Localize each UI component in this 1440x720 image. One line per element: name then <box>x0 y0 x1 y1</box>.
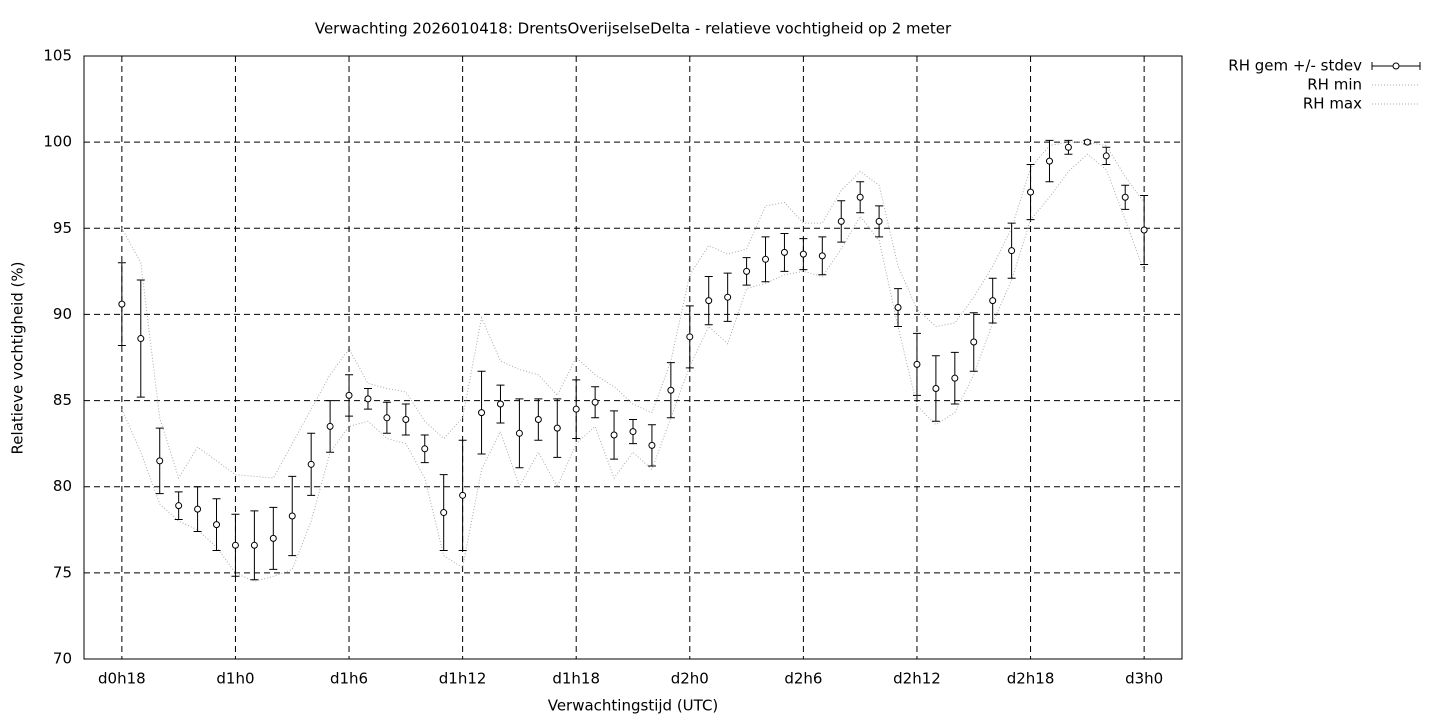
data-point <box>269 534 277 542</box>
data-point <box>932 385 940 393</box>
data-point <box>1140 226 1148 234</box>
data-point <box>459 491 467 499</box>
y-tick-label: 95 <box>53 219 72 237</box>
data-point <box>610 431 618 439</box>
data-point <box>913 360 921 368</box>
data-point <box>118 300 126 308</box>
legend-label: RH max <box>1303 95 1362 113</box>
data-point <box>1102 152 1110 160</box>
data-point <box>307 460 315 468</box>
data-point <box>989 297 997 305</box>
y-tick-label: 100 <box>43 133 72 151</box>
x-axis-label: Verwachtingstijd (UTC) <box>548 697 719 715</box>
data-point <box>364 395 372 403</box>
data-point <box>780 248 788 256</box>
range-line <box>121 153 1145 583</box>
data-point <box>383 414 391 422</box>
data-point <box>951 374 959 382</box>
y-tick-label: 70 <box>53 650 72 668</box>
chart-title: Verwachting 2026010418: DrentsOverijsels… <box>315 20 952 38</box>
data-point <box>705 297 713 305</box>
data-point <box>194 505 202 513</box>
data-point <box>1064 143 1072 151</box>
data-point <box>496 400 504 408</box>
x-tick-label: d1h6 <box>330 670 368 688</box>
data-point <box>440 509 448 517</box>
data-point <box>1045 157 1053 165</box>
plot-frame <box>83 55 1183 660</box>
data-point <box>648 441 656 449</box>
data-point <box>515 429 523 437</box>
x-tick-label: d2h12 <box>893 670 941 688</box>
data-point <box>1027 188 1035 196</box>
y-tick-label: 80 <box>53 477 72 495</box>
legend-label: RH gem +/- stdev <box>1228 57 1362 75</box>
y-axis-label: Relatieve vochtigheid (%) <box>9 261 27 454</box>
data-point <box>970 338 978 346</box>
data-point <box>345 391 353 399</box>
x-tick-label: d1h0 <box>216 670 254 688</box>
data-point <box>686 333 694 341</box>
data-point <box>421 445 429 453</box>
data-point <box>1083 138 1091 146</box>
data-point <box>762 255 770 263</box>
data-point <box>667 386 675 394</box>
range-line <box>121 141 1145 480</box>
data-point <box>478 409 486 417</box>
data-point <box>875 217 883 225</box>
data-point <box>724 293 732 301</box>
data-point <box>288 512 296 520</box>
y-tick-label: 75 <box>53 563 72 581</box>
legend-label: RH min <box>1307 76 1362 94</box>
data-point <box>326 422 334 430</box>
data-point <box>591 398 599 406</box>
legend-swatch <box>1392 62 1400 70</box>
data-point <box>629 428 637 436</box>
data-point <box>137 335 145 343</box>
y-tick-label: 105 <box>43 47 72 65</box>
x-tick-label: d2h0 <box>671 670 709 688</box>
x-tick-label: d1h18 <box>552 670 600 688</box>
data-point <box>231 541 239 549</box>
x-tick-label: d1h12 <box>439 670 487 688</box>
x-tick-label: d2h18 <box>1007 670 1055 688</box>
data-point <box>1121 193 1129 201</box>
y-tick-label: 90 <box>53 305 72 323</box>
data-point <box>818 252 826 260</box>
data-point <box>1008 247 1016 255</box>
data-point <box>553 424 561 432</box>
x-tick-label: d2h6 <box>784 670 822 688</box>
x-tick-label: d3h0 <box>1125 670 1163 688</box>
data-point <box>175 502 183 510</box>
data-point <box>250 541 258 549</box>
data-point <box>213 521 221 529</box>
data-point <box>156 457 164 465</box>
y-tick-label: 85 <box>53 391 72 409</box>
data-point <box>402 416 410 424</box>
data-point <box>799 250 807 258</box>
x-tick-label: d0h18 <box>98 670 146 688</box>
data-point <box>856 193 864 201</box>
data-point <box>894 304 902 312</box>
data-point <box>572 405 580 413</box>
data-point <box>534 416 542 424</box>
data-point <box>837 217 845 225</box>
data-point <box>743 267 751 275</box>
